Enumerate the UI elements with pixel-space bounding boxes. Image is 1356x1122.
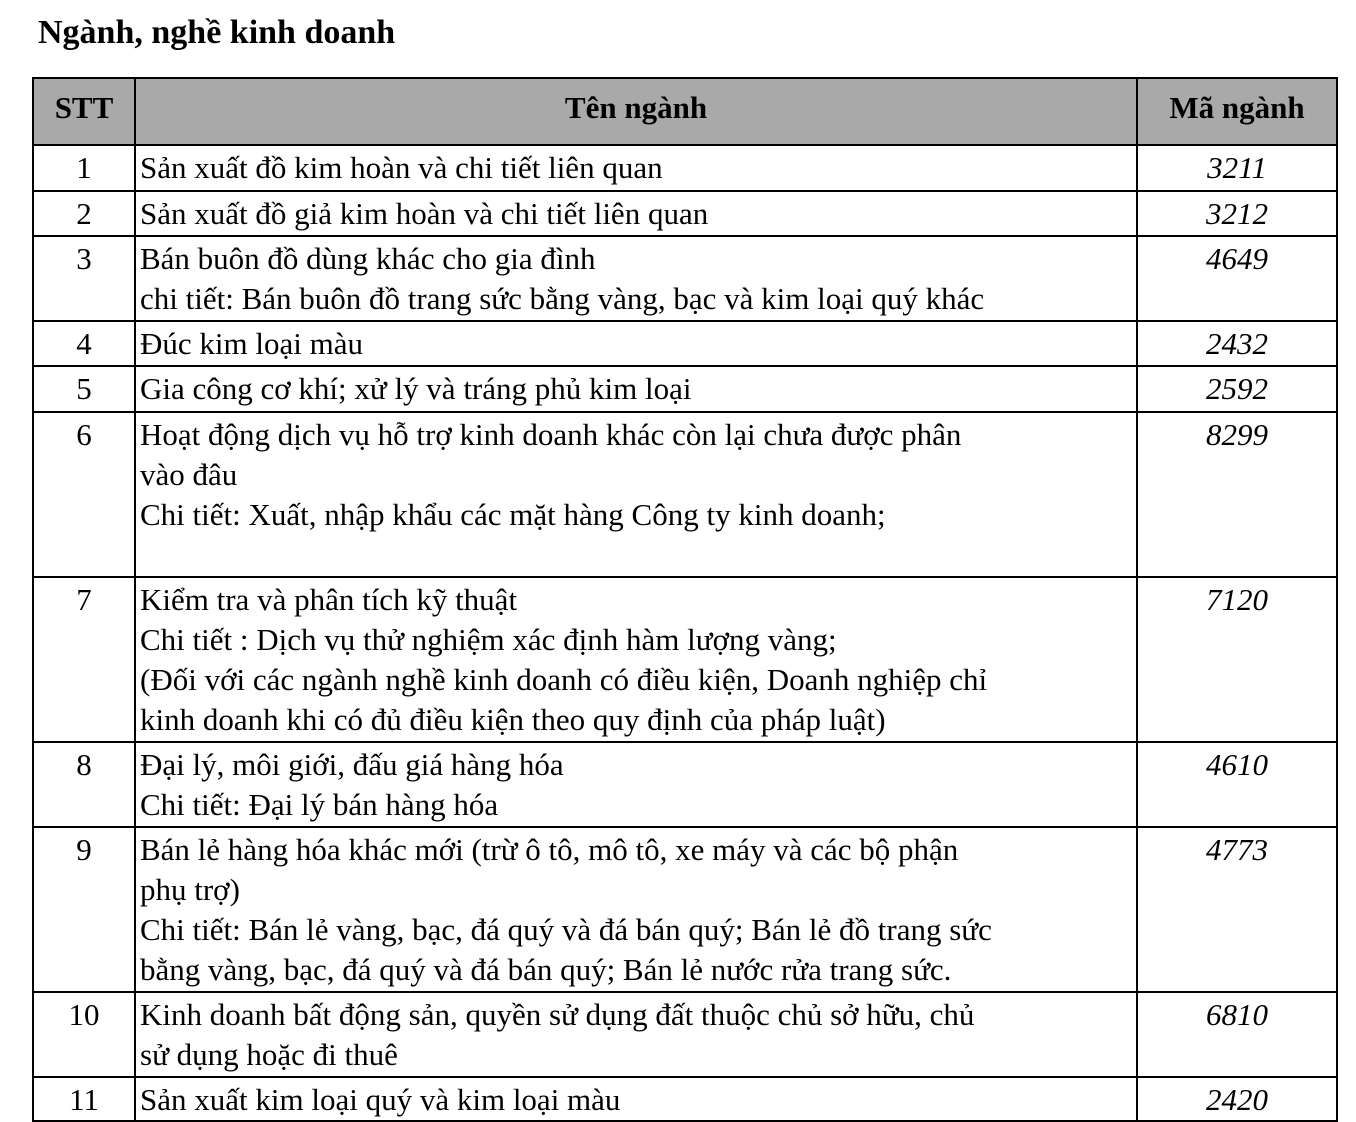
table-row: 10 Kinh doanh bất động sản, quyền sử dụng…: [32, 991, 1338, 1078]
header-name: Tên ngành: [134, 77, 1138, 146]
row-code: 4649: [1136, 235, 1338, 322]
table-row: 9 Bán lẻ hàng hóa khác mới (trừ ô tô, mô …: [32, 826, 1338, 993]
table-row: 2 Sản xuất đồ giả kim hoàn và chi tiết li…: [32, 190, 1338, 237]
row-name-line: Chi tiết : Dịch vụ thử nghiệm xác định h…: [140, 622, 837, 657]
table-row: 6 Hoạt động dịch vụ hỗ trợ kinh doanh khá…: [32, 411, 1338, 578]
row-stt: 3: [32, 235, 136, 322]
row-name-line: Hoạt động dịch vụ hỗ trợ kinh doanh khác…: [140, 417, 962, 452]
row-code: 6810: [1136, 991, 1338, 1078]
row-code: 3212: [1136, 190, 1338, 237]
table-row: 5 Gia công cơ khí; xử lý và tráng phủ kim…: [32, 365, 1338, 413]
row-code: 8299: [1136, 411, 1338, 578]
row-name-line: vào đâu: [140, 457, 238, 492]
row-name: Gia công cơ khí; xử lý và tráng phủ kim …: [134, 365, 1138, 413]
header-stt: STT: [32, 77, 136, 146]
row-stt: 8: [32, 741, 136, 828]
row-code: 4610: [1136, 741, 1338, 828]
row-stt: 7: [32, 576, 136, 743]
row-name: Bán buôn đồ dùng khác cho gia đình chi ti…: [134, 235, 1138, 322]
row-name: Đại lý, môi giới, đấu giá hàng hóa Chi ti…: [134, 741, 1138, 828]
row-name-line: Kinh doanh bất động sản, quyền sử dụng đ…: [140, 997, 975, 1032]
row-code: 2592: [1136, 365, 1338, 413]
row-stt: 1: [32, 144, 136, 192]
row-code: 2420: [1136, 1076, 1338, 1122]
row-name-line: Sản xuất kim loại quý và kim loại màu: [140, 1082, 621, 1117]
row-name: Sản xuất đồ giả kim hoàn và chi tiết liê…: [134, 190, 1138, 237]
row-name-line: (Đối với các ngành nghề kinh doanh có đi…: [140, 662, 988, 697]
row-name-line: Kiểm tra và phân tích kỹ thuật: [140, 582, 518, 617]
row-name-line: Bán buôn đồ dùng khác cho gia đình: [140, 241, 596, 276]
section-title: Ngành, nghề kinh doanh: [38, 14, 396, 51]
row-name: Bán lẻ hàng hóa khác mới (trừ ô tô, mô t…: [134, 826, 1138, 993]
row-name: Kinh doanh bất động sản, quyền sử dụng đ…: [134, 991, 1138, 1078]
table-row: 7 Kiểm tra và phân tích kỹ thuật Chi tiết …: [32, 576, 1338, 743]
table-row: 8 Đại lý, môi giới, đấu giá hàng hóa Chi t…: [32, 741, 1338, 828]
table-row: 11 Sản xuất kim loại quý và kim loại màu 2…: [32, 1076, 1338, 1122]
row-name-line: sử dụng hoặc đi thuê: [140, 1037, 398, 1072]
row-name-line: Sản xuất đồ giả kim hoàn và chi tiết liê…: [140, 196, 709, 231]
row-name-line: chi tiết: Bán buôn đồ trang sức bằng vàn…: [140, 281, 985, 316]
row-name-line: phụ trợ): [140, 872, 240, 907]
row-stt: 9: [32, 826, 136, 993]
business-lines-table: STT Tên ngành Mã ngành 1 Sản xuất đồ kim …: [32, 77, 1338, 1122]
row-stt: 2: [32, 190, 136, 237]
row-name-line: Chi tiết: Bán lẻ vàng, bạc, đá quý và đá…: [140, 912, 992, 947]
row-name-line: Sản xuất đồ kim hoàn và chi tiết liên qu…: [140, 150, 663, 185]
row-name: Sản xuất đồ kim hoàn và chi tiết liên qu…: [134, 144, 1138, 192]
row-name: Đúc kim loại màu: [134, 320, 1138, 367]
row-name-line: kinh doanh khi có đủ điều kiện theo quy …: [140, 702, 886, 737]
row-name: Hoạt động dịch vụ hỗ trợ kinh doanh khác…: [134, 411, 1138, 578]
row-stt: 5: [32, 365, 136, 413]
row-name-line: bằng vàng, bạc, đá quý và đá bán quý; Bá…: [140, 952, 952, 987]
row-name-line: Gia công cơ khí; xử lý và tráng phủ kim …: [140, 371, 692, 406]
row-code: 3211: [1136, 144, 1338, 192]
row-name: Kiểm tra và phân tích kỹ thuật Chi tiết :…: [134, 576, 1138, 743]
row-name-line: Chi tiết: Đại lý bán hàng hóa: [140, 787, 499, 822]
table-row: 1 Sản xuất đồ kim hoàn và chi tiết liên q…: [32, 144, 1338, 192]
table-row: 3 Bán buôn đồ dùng khác cho gia đình chi t…: [32, 235, 1338, 322]
row-code: 2432: [1136, 320, 1338, 367]
row-code: 4773: [1136, 826, 1338, 993]
row-name-line: Đại lý, môi giới, đấu giá hàng hóa: [140, 747, 564, 782]
row-code: 7120: [1136, 576, 1338, 743]
row-name-line: Bán lẻ hàng hóa khác mới (trừ ô tô, mô t…: [140, 832, 959, 867]
header-code: Mã ngành: [1136, 77, 1338, 146]
row-stt: 11: [32, 1076, 136, 1122]
row-name-line: Đúc kim loại màu: [140, 326, 363, 361]
table-header-row: STT Tên ngành Mã ngành: [32, 77, 1338, 146]
row-stt: 4: [32, 320, 136, 367]
row-stt: 6: [32, 411, 136, 578]
row-name: Sản xuất kim loại quý và kim loại màu: [134, 1076, 1138, 1122]
row-stt: 10: [32, 991, 136, 1078]
row-name-line: Chi tiết: Xuất, nhập khẩu các mặt hàng C…: [140, 497, 886, 532]
table-row: 4 Đúc kim loại màu 2432: [32, 320, 1338, 367]
